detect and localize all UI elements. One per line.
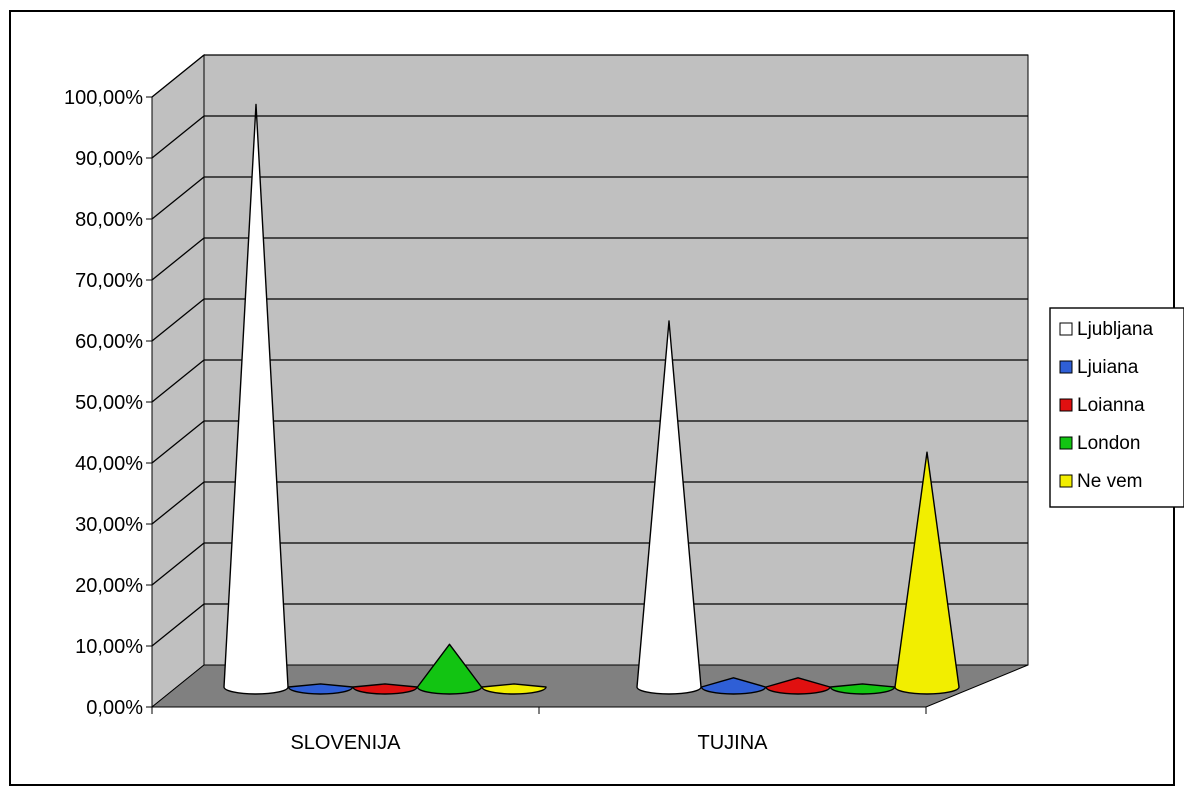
legend-label: Ljuiana [1077, 357, 1139, 378]
cone-loianna-tujina [765, 677, 831, 695]
cone-loianna-slovenija [352, 683, 418, 695]
cone-london-slovenija [416, 643, 483, 695]
cone-mark [636, 320, 702, 695]
y-tick-label: 20,00% [75, 575, 143, 597]
y-tick-label: 50,00% [75, 392, 143, 414]
legend-swatch [1059, 474, 1073, 488]
cone-mark [700, 677, 767, 695]
y-tick-label: 30,00% [75, 514, 143, 536]
legend-label: Loianna [1077, 395, 1145, 416]
gridline-side [151, 542, 205, 586]
y-tick-label: 80,00% [75, 209, 143, 231]
cone-ne-vem-tujina [894, 451, 960, 695]
y-tick-label: 0,00% [86, 697, 143, 719]
gridline-side [151, 298, 205, 342]
gridline-side [151, 420, 205, 464]
gridline-side [151, 481, 205, 525]
y-tick-label: 40,00% [75, 453, 143, 475]
cone-london-tujina [829, 683, 896, 695]
y-tick-label: 10,00% [75, 636, 143, 658]
gridline-side [151, 115, 205, 159]
cone-ljubljana-tujina [636, 320, 702, 695]
cone-ljuiana-tujina [700, 677, 767, 695]
legend-swatch [1059, 322, 1073, 336]
cone-ljubljana-slovenija [223, 103, 289, 695]
cone-mark [416, 643, 483, 695]
y-tick-label: 70,00% [75, 270, 143, 292]
cone-ljuiana-slovenija [287, 683, 354, 695]
cone-mark [481, 683, 547, 695]
y-tick-label: 60,00% [75, 331, 143, 353]
cone-mark [829, 683, 896, 695]
cone-mark [223, 103, 289, 695]
legend-label: London [1077, 433, 1140, 454]
gridline-side [151, 237, 205, 281]
cone-mark [287, 683, 354, 695]
gridline-side [151, 54, 205, 98]
cone-mark [352, 683, 418, 695]
gridline-side [151, 359, 205, 403]
y-tick-label: 100,00% [64, 87, 143, 109]
category-label: SLOVENIJA [290, 732, 401, 754]
gridline-side [151, 603, 205, 647]
legend-label: Ne vem [1077, 471, 1142, 492]
legend-label: Ljubljana [1077, 319, 1153, 340]
cone-mark [765, 677, 831, 695]
cone-mark [894, 451, 960, 695]
legend-swatch [1059, 398, 1073, 412]
legend-swatch [1059, 360, 1073, 374]
gridline-side [151, 176, 205, 220]
y-tick-label: 90,00% [75, 148, 143, 170]
category-label: TUJINA [698, 732, 769, 754]
cone-ne-vem-slovenija [481, 683, 547, 695]
legend-swatch [1059, 436, 1073, 450]
